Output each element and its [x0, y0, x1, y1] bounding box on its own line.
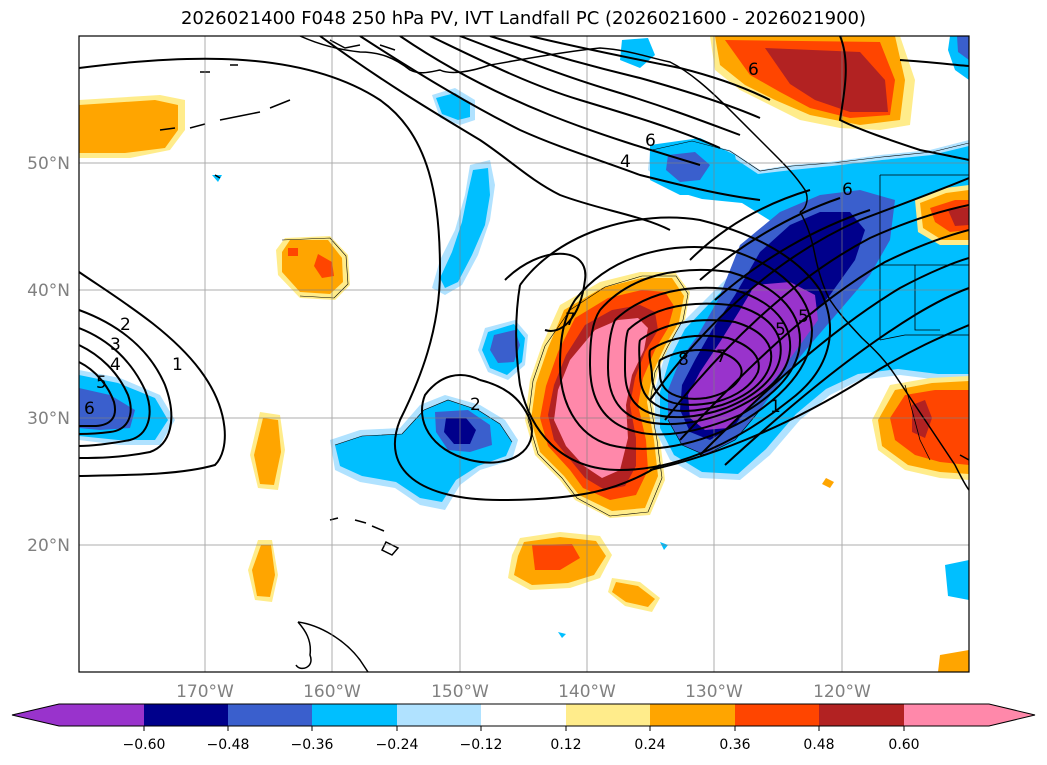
colorbar-tick-label: −0.12: [460, 737, 503, 753]
lon-labels: 170°W 160°W 150°W 140°W 130°W 120°W: [176, 682, 871, 702]
lon-label: 150°W: [431, 682, 489, 702]
colorbar-tick-label: 0.60: [888, 737, 919, 753]
colorbar-swatch: [144, 704, 228, 726]
colorbar-extend-high: [989, 704, 1035, 726]
contour-label: 6: [645, 131, 656, 151]
contour-label: 6: [748, 60, 759, 80]
contour-label: 1: [172, 355, 183, 375]
colorbar-swatch: [735, 704, 819, 726]
colorbar-tick-label: −0.24: [376, 737, 419, 753]
lat-labels: 50°N 40°N 30°N 20°N: [27, 154, 70, 556]
coastlines: [159, 36, 969, 672]
lon-label: 170°W: [176, 682, 234, 702]
lat-label: 40°N: [27, 281, 70, 301]
map-title: 2026021400 F048 250 hPa PV, IVT Landfall…: [180, 8, 867, 29]
colorbar-extend-low: [12, 704, 59, 726]
colorbar: −0.60 −0.48 −0.36 −0.24 −0.12 0.12 0.24 …: [11, 703, 1036, 753]
contour-label: 5: [96, 373, 107, 393]
colorbar-swatch: [397, 704, 481, 726]
lon-label: 160°W: [303, 682, 361, 702]
colorbar-tick-label: 0.48: [803, 737, 834, 753]
contour-label: 5: [775, 320, 786, 340]
colorbar-swatch: [312, 704, 397, 726]
contour-label: 4: [110, 355, 121, 375]
contour-label: 5: [798, 307, 809, 327]
contour-label: 7: [716, 347, 727, 367]
colorbar-swatch: [481, 704, 566, 726]
contour-label: 6: [842, 180, 853, 200]
lon-label: 140°W: [558, 682, 616, 702]
colorbar-tick-label: −0.60: [123, 737, 166, 753]
colorbar-swatch: [566, 704, 650, 726]
contour-label: 2: [470, 395, 481, 415]
contour-label: 4: [620, 152, 631, 172]
colorbar-swatch: [59, 704, 144, 726]
lat-label: 30°N: [27, 409, 70, 429]
map-frame: [78, 35, 970, 673]
ivt-contours: [79, 36, 969, 502]
lon-label: 120°W: [813, 682, 871, 702]
colorbar-swatch: [819, 704, 904, 726]
colorbar-tick-label: −0.36: [291, 737, 334, 753]
colorbar-tick-label: 0.12: [550, 737, 581, 753]
colorbar-swatch: [228, 704, 312, 726]
map-area[interactable]: 2 3 4 5 6 1 2 7 5 6 4 6 8 7 5 1 6: [79, 36, 969, 672]
colorbar-outline: [11, 703, 1036, 727]
lat-label: 50°N: [27, 154, 70, 174]
colorbar-swatch: [650, 704, 735, 726]
lon-label: 130°W: [685, 682, 743, 702]
contour-label: 1: [770, 397, 781, 417]
lat-label: 20°N: [27, 536, 70, 556]
contour-label: 8: [678, 350, 689, 370]
contour-label: 2: [120, 315, 131, 335]
colorbar-swatch: [904, 704, 989, 726]
contour-labels: 2 3 4 5 6 1 2 7 5 6 4 6 8 7 5 1 6: [84, 60, 853, 419]
contour-label: 6: [84, 399, 95, 419]
contour-label: 7: [565, 310, 576, 330]
colorbar-tick-label: −0.48: [207, 737, 250, 753]
contour-label: 3: [110, 335, 121, 355]
colorbar-tick-label: 0.24: [634, 737, 665, 753]
colorbar-tick-label: 0.36: [719, 737, 750, 753]
